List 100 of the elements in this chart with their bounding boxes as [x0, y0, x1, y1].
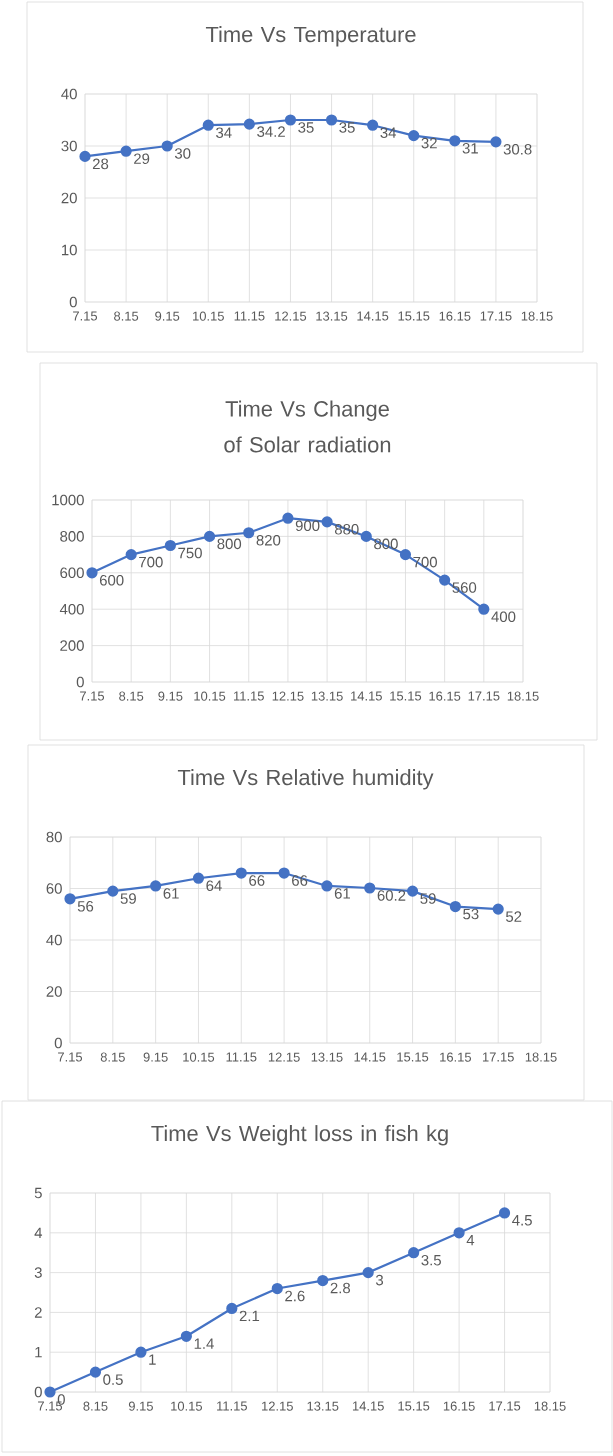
x-tick-label: 16.15	[439, 311, 471, 321]
x-tick-label: 8.15	[114, 311, 139, 321]
y-tick-label: 1	[35, 1347, 42, 1358]
x-tick-label: 17.15	[468, 691, 500, 701]
y-tick-label: 5	[34, 1187, 42, 1199]
data-label: 61	[163, 888, 179, 899]
data-label: 400	[491, 611, 516, 622]
data-label: 29	[134, 153, 150, 164]
data-label: 600	[99, 575, 124, 586]
point	[243, 527, 255, 539]
data-label: 64	[206, 880, 222, 891]
data-label: 800	[217, 538, 242, 550]
y-tick-label: 4	[34, 1227, 43, 1238]
point	[226, 1302, 238, 1315]
x-tick-label: 8.15	[119, 691, 144, 701]
point	[180, 1330, 192, 1342]
point	[282, 512, 294, 524]
data-label: 28	[92, 158, 109, 170]
x-tick-label: 15.15	[398, 1401, 430, 1411]
x-tick-label: 9.15	[155, 311, 180, 321]
data-label: 4	[466, 1235, 475, 1246]
point	[125, 549, 137, 561]
x-tick-label: 9.15	[158, 691, 183, 701]
point	[321, 516, 333, 528]
x-tick-label: 16.15	[440, 1052, 472, 1062]
x-tick-label: 11.15	[226, 1052, 257, 1062]
data-label: 56	[77, 901, 94, 912]
x-tick-label: 13.15	[316, 311, 348, 321]
point	[44, 1386, 56, 1398]
y-tick-label: 0	[76, 676, 84, 688]
data-label: 52	[505, 911, 522, 922]
y-tick-label: 0	[34, 1386, 42, 1398]
x-tick-label: 15.15	[398, 311, 430, 321]
x-tick-label: 9.15	[143, 1052, 168, 1062]
x-tick-label: 13.15	[311, 1052, 343, 1062]
point	[317, 1274, 329, 1287]
point	[449, 135, 461, 147]
x-tick-label: 12.15	[268, 1052, 300, 1062]
point	[453, 1227, 465, 1239]
data-label: 0.5	[103, 1374, 123, 1385]
data-label: 700	[139, 556, 163, 568]
x-tick-label: 12.15	[275, 311, 307, 321]
point	[478, 603, 490, 615]
y-tick-label: 20	[46, 986, 62, 997]
point	[150, 880, 162, 892]
x-tick-label: 12.15	[262, 1401, 293, 1411]
x-tick-label: 14.15	[354, 1052, 386, 1062]
data-label: 4.5	[512, 1215, 532, 1226]
y-tick-label: 2	[34, 1307, 42, 1318]
x-tick-label: 7.15	[80, 691, 105, 701]
x-tick-label: 7.15	[73, 311, 98, 321]
y-tick-label: 0	[69, 296, 77, 308]
x-tick-label: 8.15	[83, 1401, 108, 1411]
data-label: 3	[375, 1274, 384, 1286]
point	[490, 136, 502, 148]
data-label: 34	[380, 127, 397, 138]
data-label: 1.4	[194, 1338, 214, 1349]
point	[399, 549, 412, 561]
data-label: 34	[216, 127, 232, 138]
data-label: 820	[256, 534, 281, 546]
y-tick-label: 800	[60, 531, 84, 542]
x-tick-label: 18.15	[521, 311, 553, 321]
data-label: 60.2	[377, 890, 406, 901]
data-label: 35	[298, 122, 314, 133]
point	[408, 130, 420, 142]
data-label: 61	[334, 888, 350, 899]
point	[492, 903, 504, 915]
data-label: 32	[421, 137, 437, 149]
x-tick-label: 16.15	[429, 691, 461, 701]
chart-title: Time Vs Temperature	[205, 26, 416, 47]
x-tick-label: 14.15	[352, 1401, 384, 1411]
y-tick-label: 0	[54, 1037, 62, 1049]
x-tick-label: 12.15	[272, 691, 304, 701]
point	[325, 114, 338, 126]
y-tick-label: 1000	[52, 494, 84, 506]
x-tick-label: 14.15	[357, 311, 389, 321]
point	[203, 530, 216, 543]
data-label: 35	[339, 122, 355, 133]
x-tick-label: 9.15	[128, 1401, 153, 1411]
point	[135, 1346, 147, 1358]
x-tick-label: 8.15	[100, 1052, 125, 1062]
data-label: 31	[462, 143, 478, 154]
x-tick-label: 7.15	[58, 1052, 83, 1062]
y-tick-label: 20	[61, 192, 77, 204]
point	[278, 867, 290, 879]
point	[161, 140, 173, 152]
point	[364, 882, 376, 894]
data-label: 30	[174, 148, 191, 159]
data-label: 2.8	[330, 1282, 351, 1294]
x-tick-label: 11.15	[233, 691, 264, 701]
x-tick-label: 18.15	[507, 691, 539, 701]
point	[64, 893, 76, 905]
x-tick-label: 17.15	[480, 311, 512, 321]
point	[284, 114, 297, 126]
point	[86, 567, 98, 579]
x-tick-label: 10.15	[193, 311, 224, 321]
point	[79, 150, 91, 163]
x-tick-label: 10.15	[171, 1401, 203, 1411]
data-label: 34.2	[257, 126, 285, 137]
point	[192, 872, 205, 884]
